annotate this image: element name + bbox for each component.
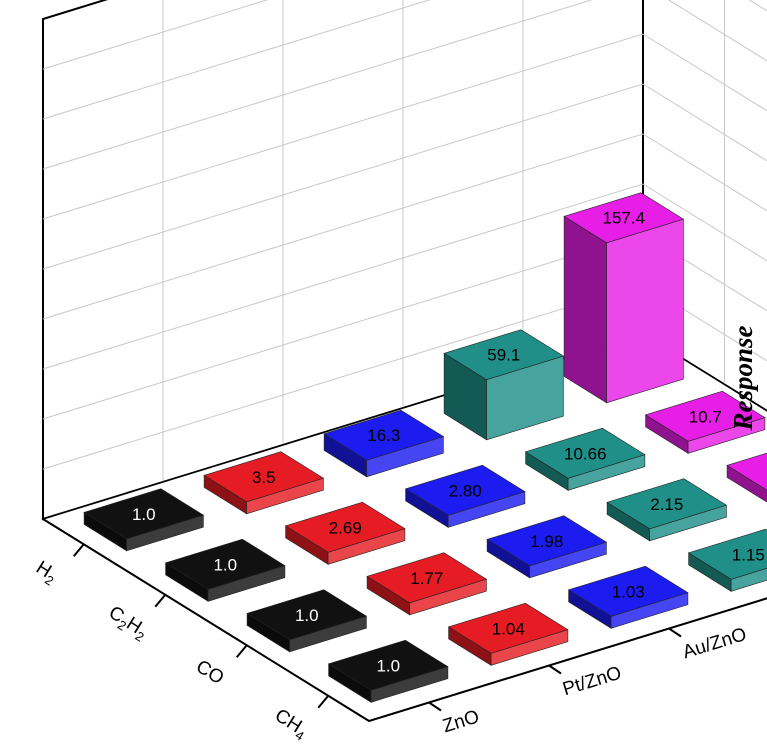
bar-top: [443, 329, 565, 381]
bar-top: [606, 478, 728, 530]
bars: 157.410.72.621.0159.110.662.151.1516.32.…: [83, 192, 767, 703]
bar-value-label: 3.5: [252, 468, 276, 487]
bar-top: [203, 451, 325, 503]
bar-zno-ch4: 1.0: [327, 639, 449, 703]
material-tick-label: Pt/ZnO: [560, 663, 624, 701]
bar-value-label: 59.1: [487, 346, 520, 365]
gridline: [42, 33, 767, 220]
bar-top: [644, 390, 766, 442]
bar-top: [524, 427, 646, 479]
gas-tick-label: H2: [31, 557, 62, 588]
bar-top: [323, 409, 445, 461]
bar-ptau-zno-co: 2.62: [726, 452, 767, 503]
bar-top: [164, 538, 286, 590]
bar-pt-zno-c2h2: 2.69: [284, 501, 406, 565]
back-wall-right: [642, 0, 767, 413]
bar-value-label: 1.0: [376, 656, 400, 675]
bar-top: [404, 464, 526, 516]
gas-tick-label: CH4: [269, 705, 311, 744]
bar-value-label: 157.4: [603, 209, 646, 228]
bar-value-label: 1.0: [295, 606, 319, 625]
bar-top: [687, 528, 767, 580]
bar-top: [567, 565, 689, 617]
bar-ptau-zno-h2: 157.4: [563, 192, 685, 404]
bar-side: [726, 464, 767, 503]
bar-top: [327, 639, 449, 691]
bar-value-label: 1.04: [492, 619, 525, 638]
gridline: [42, 0, 767, 170]
gas-axis-tick: [154, 594, 167, 608]
bar-value-label: 10.7: [689, 407, 722, 426]
bar-value-label: 1.77: [410, 569, 443, 588]
bar-value-label: 10.66: [564, 444, 607, 463]
bar-value-label: 2.80: [449, 481, 482, 500]
bar-au-zno-co: 1.98: [486, 515, 608, 579]
bar-value-label: 1.0: [213, 555, 237, 574]
bar-top: [246, 589, 368, 641]
bar-zno-co: 1.0: [246, 589, 368, 653]
bar-top: [284, 501, 406, 553]
bar-value-label: 1.0: [132, 505, 156, 524]
material-axis-tick: [668, 627, 682, 638]
gas-tick-label: C2H2: [103, 602, 151, 645]
gridline: [42, 83, 767, 270]
bar-top: [366, 552, 488, 604]
bar-pt-au-zno-h2: 59.1: [443, 329, 565, 441]
gas-axis-line: [42, 518, 370, 722]
bar-front: [606, 218, 684, 404]
bar-top: [486, 515, 608, 567]
bar-top: [563, 192, 685, 244]
gridline: [42, 133, 767, 320]
material-tick-label: ZnO: [440, 706, 481, 737]
gridline: [42, 183, 767, 370]
bar-top: [726, 452, 767, 491]
bar-top: [447, 602, 569, 654]
gridline: [42, 0, 269, 70]
bar-pt-zno-ch4: 1.04: [447, 602, 569, 666]
gas-axis-tick: [235, 644, 248, 658]
bar-au-zno-c2h2: 2.80: [404, 464, 526, 528]
gas-axis-tick: [72, 543, 85, 557]
bar-zno-h2: 1.0: [83, 488, 205, 552]
bar-side: [563, 215, 607, 404]
bar-pt-au-zno-c2h2: 10.66: [524, 427, 646, 491]
bar-value-label: 1.03: [612, 582, 645, 601]
gas-tick-label: CO: [192, 656, 227, 689]
bar-value-label: 2.15: [650, 495, 683, 514]
bar-ptau-zno-c2h2: 10.7: [644, 390, 766, 454]
bar-pt-zno-h2: 3.5: [203, 451, 325, 515]
bar-pt-zno-co: 1.77: [366, 552, 488, 616]
bar-value-label: 1.15: [732, 545, 765, 564]
bar-value-label: 16.3: [367, 426, 400, 445]
bar-top: [83, 488, 205, 540]
bar-pt-au-zno-co: 2.15: [606, 478, 728, 542]
gas-axis-tick: [317, 695, 330, 709]
bar-front: [730, 567, 767, 592]
bar-value-label: 2.69: [329, 518, 362, 537]
bar-au-zno-h2: 16.3: [323, 409, 445, 478]
bar-value-label: 1.98: [530, 532, 563, 551]
bar-zno-c2h2: 1.0: [164, 538, 286, 602]
material-axis-tick: [548, 664, 562, 675]
gridline: [42, 0, 767, 120]
material-tick-label: Au/ZnO: [680, 624, 749, 663]
bar-au-zno-ch4: 1.03: [567, 565, 689, 629]
material-axis-tick: [428, 701, 442, 712]
y-axis-label: Response: [728, 325, 758, 431]
bar-pt-au-zno-ch4: 1.15: [687, 528, 767, 592]
